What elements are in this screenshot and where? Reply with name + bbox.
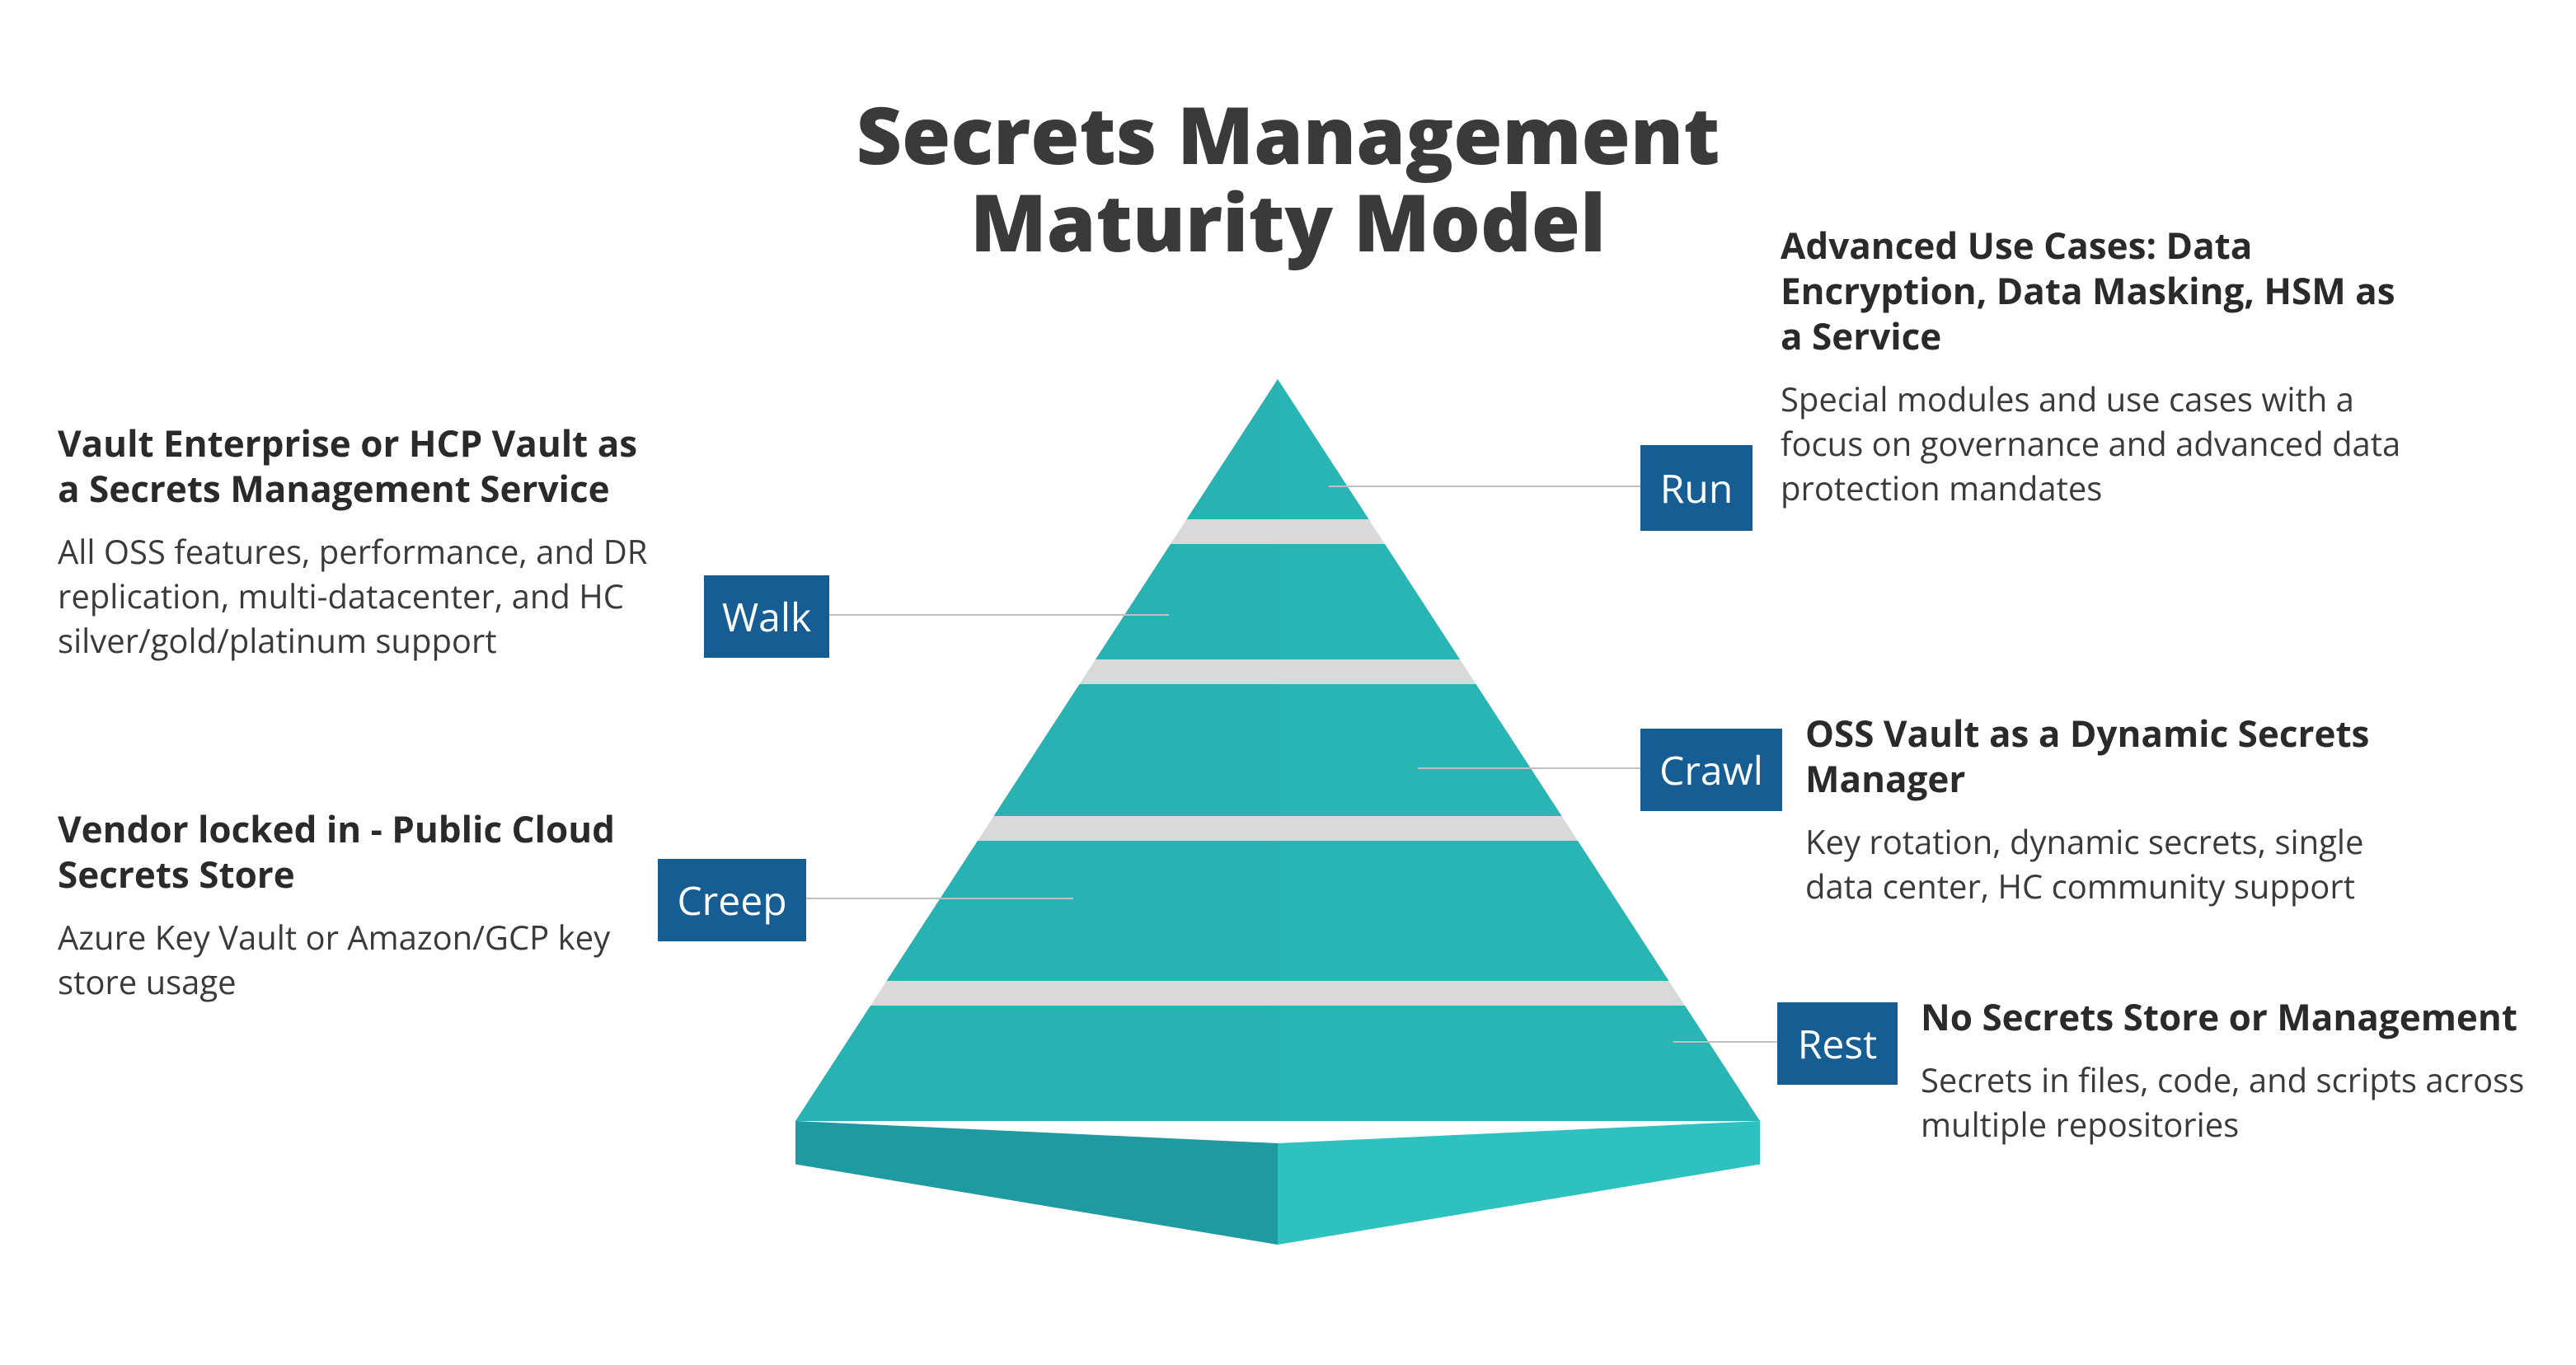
badge-rest: Rest <box>1777 1002 1898 1085</box>
callout-rest: No Secrets Store or Management Secrets in… <box>1921 994 2547 1147</box>
title-line1: Secrets Management <box>0 91 2576 178</box>
callout-body-run: Special modules and use cases with a foc… <box>1781 377 2424 510</box>
connector-walk <box>829 614 1169 616</box>
badge-run: Run <box>1640 445 1753 531</box>
badge-walk: Walk <box>704 575 829 658</box>
callout-heading-run: Advanced Use Cases: Data Encryption, Dat… <box>1781 223 2424 359</box>
callout-body-walk: All OSS features, performance, and DR re… <box>58 529 668 663</box>
connector-run <box>1329 485 1640 487</box>
connector-creep <box>806 898 1073 899</box>
badge-creep: Creep <box>658 859 806 941</box>
callout-heading-crawl: OSS Vault as a Dynamic Secrets Manager <box>1805 711 2399 801</box>
callout-run: Advanced Use Cases: Data Encryption, Dat… <box>1781 223 2424 510</box>
callout-body-crawl: Key rotation, dynamic secrets, single da… <box>1805 819 2399 908</box>
pyramid-svg <box>783 379 1772 1286</box>
callout-walk: Vault Enterprise or HCP Vault as a Secre… <box>58 420 668 663</box>
callout-heading-creep: Vendor locked in - Public Cloud Secrets … <box>58 806 635 897</box>
connector-rest <box>1673 1041 1777 1043</box>
callout-body-rest: Secrets in files, code, and scripts acro… <box>1921 1058 2547 1147</box>
callout-creep: Vendor locked in - Public Cloud Secrets … <box>58 806 635 1004</box>
callout-heading-walk: Vault Enterprise or HCP Vault as a Secre… <box>58 420 668 511</box>
callout-crawl: OSS Vault as a Dynamic Secrets Manager Ke… <box>1805 711 2399 908</box>
callout-heading-rest: No Secrets Store or Management <box>1921 994 2547 1039</box>
pyramid <box>783 379 1772 1286</box>
connector-crawl <box>1418 767 1640 769</box>
callout-body-creep: Azure Key Vault or Amazon/GCP key store … <box>58 915 635 1004</box>
badge-crawl: Crawl <box>1640 729 1782 811</box>
